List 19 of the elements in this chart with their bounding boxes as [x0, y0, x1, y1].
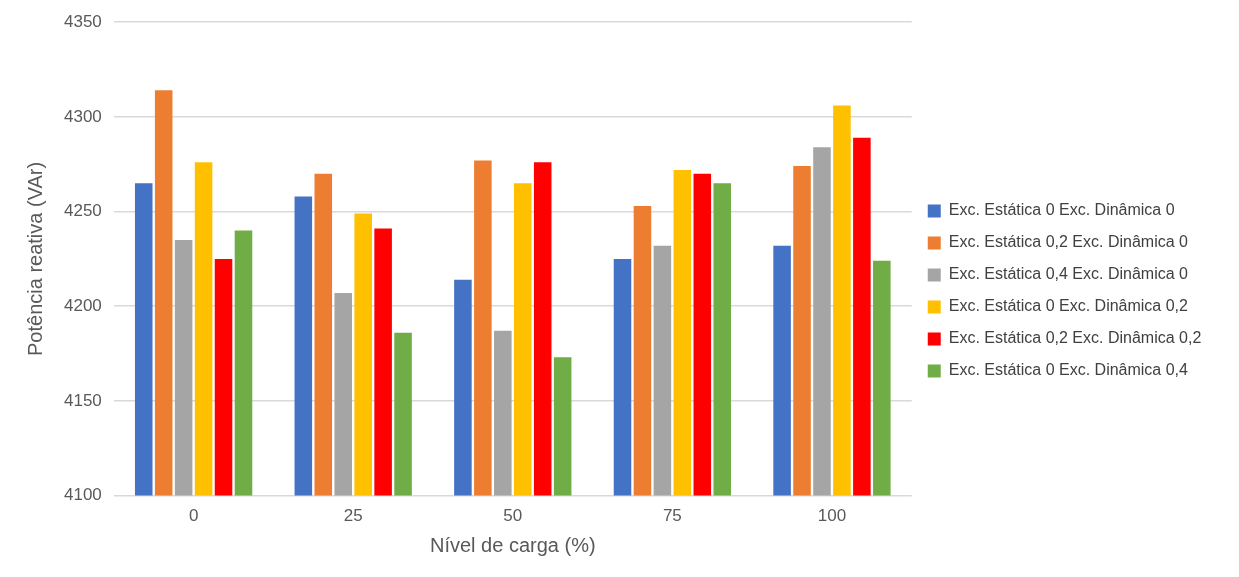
x-tick-label: 25 [343, 506, 363, 526]
legend-label: Exc. Estática 0,2 Exc. Dinâmica 0 [948, 233, 1189, 251]
legend-label: Exc. Estática 0 Exc. Dinâmica 0 [948, 201, 1175, 219]
x-tick-label: 75 [662, 506, 682, 526]
legend-label: Exc. Estática 0,4 Exc. Dinâmica 0 [948, 265, 1189, 283]
legend-label: Exc. Estática 0 Exc. Dinâmica 0,4 [948, 361, 1189, 379]
y-tick-label: 4200 [63, 295, 102, 315]
y-tick-label: 4350 [63, 11, 102, 31]
y-tick-label: 4100 [63, 485, 102, 505]
y-tick-label: 4150 [63, 390, 102, 410]
legend-label: Exc. Estática 0,2 Exc. Dinâmica 0,2 [948, 329, 1202, 347]
x-tick-label: 50 [503, 506, 523, 526]
y-tick-label: 4300 [63, 106, 102, 126]
x-tick-label: 100 [817, 506, 847, 526]
x-axis-title: Nível de carga (%) [429, 533, 596, 556]
x-tick-label: 0 [188, 506, 199, 526]
legend-label: Exc. Estática 0 Exc. Dinâmica 0,2 [948, 297, 1189, 315]
y-axis-title: Potência reativa (VAr) [23, 161, 46, 356]
y-tick-label: 4250 [63, 201, 102, 221]
